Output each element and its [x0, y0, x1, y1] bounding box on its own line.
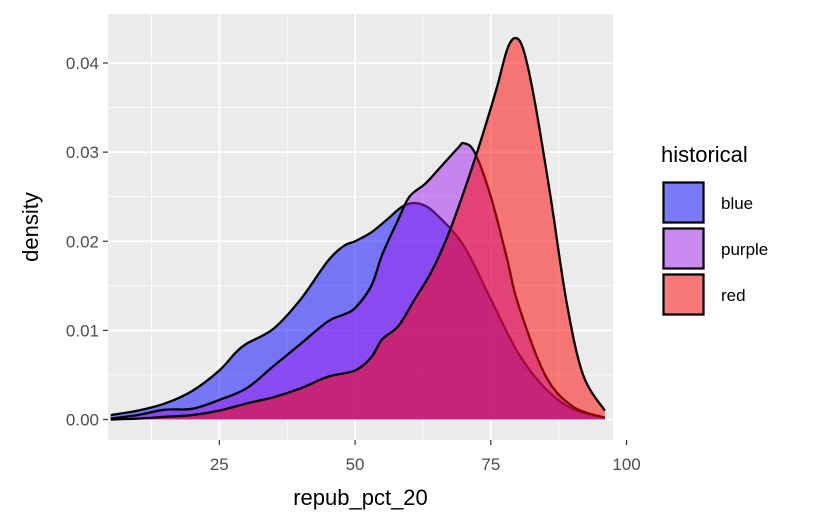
y-tick-label: 0.02 [66, 232, 99, 251]
y-axis-title: density [18, 192, 43, 262]
legend-label-red: red [721, 286, 746, 305]
density-areas [110, 36, 606, 421]
x-axis: 25 50 75 100 [210, 440, 641, 474]
density-area-red [110, 38, 605, 420]
legend: historical blue purple red [661, 142, 768, 316]
legend-title: historical [661, 142, 748, 167]
legend-swatch-purple [662, 227, 705, 270]
x-tick-label: 50 [346, 455, 365, 474]
density-outline-red [110, 36, 606, 421]
x-tick-label: 25 [210, 455, 229, 474]
y-tick-label: 0.04 [66, 54, 99, 73]
legend-label-blue: blue [721, 194, 753, 213]
y-tick-label: 0.03 [66, 143, 99, 162]
legend-label-purple: purple [721, 240, 768, 259]
y-tick-label: 0.00 [66, 411, 99, 430]
x-tick-label: 75 [481, 455, 500, 474]
y-axis: 0.00 0.01 0.02 0.03 0.04 [66, 54, 108, 430]
legend-swatch-red [662, 273, 705, 316]
x-tick-label: 100 [612, 455, 640, 474]
y-tick-label: 0.01 [66, 321, 99, 340]
legend-swatch-blue [662, 181, 705, 224]
x-axis-title: repub_pct_20 [293, 485, 428, 510]
